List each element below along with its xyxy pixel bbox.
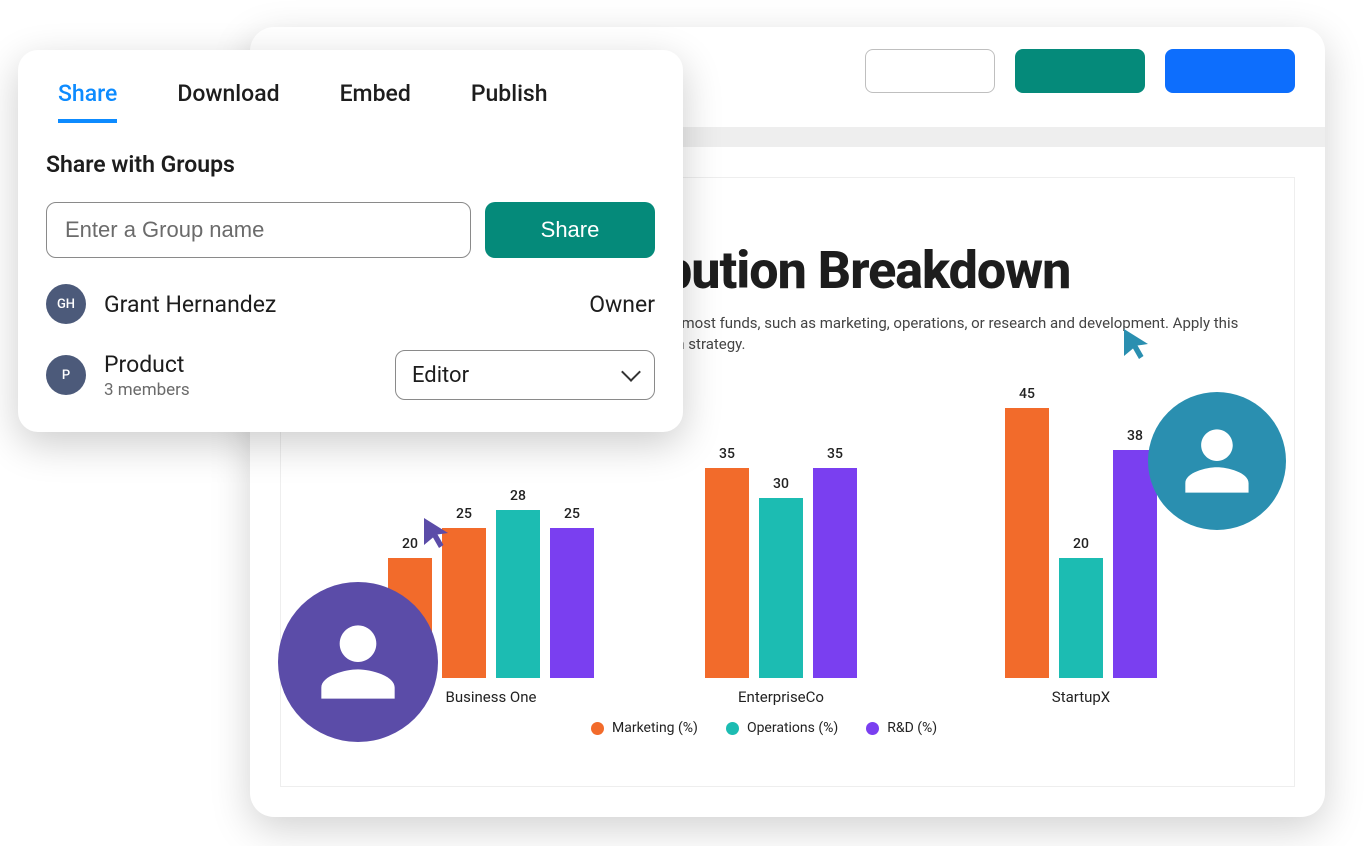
member-info: Product3 members bbox=[104, 351, 190, 400]
legend-label: Operations (%) bbox=[747, 720, 838, 736]
share-tab-embed[interactable]: Embed bbox=[340, 80, 411, 123]
legend-label: Marketing (%) bbox=[612, 720, 698, 736]
legend-item: Marketing (%) bbox=[591, 720, 698, 736]
chart-bar: 38 bbox=[1113, 450, 1157, 678]
chart-bar: 20 bbox=[1059, 558, 1103, 678]
chart-bar-value: 38 bbox=[1127, 428, 1143, 444]
legend-dot-icon bbox=[726, 722, 739, 735]
share-tab-publish[interactable]: Publish bbox=[471, 80, 548, 123]
member-subtext: 3 members bbox=[104, 380, 190, 400]
member-list: GH Grant Hernandez Owner P Product3 members E… bbox=[46, 284, 655, 400]
share-tabs: Share Download Embed Publish bbox=[46, 68, 655, 123]
chart-bar: 45 bbox=[1005, 408, 1049, 678]
member-role-label: Owner bbox=[589, 291, 655, 318]
member-row: P Product3 members Editor bbox=[46, 350, 655, 400]
share-button[interactable]: Share bbox=[485, 202, 655, 258]
collaborator-cursor-icon bbox=[418, 515, 454, 551]
chart-bar: 28 bbox=[496, 510, 540, 678]
chart-bar-value: 30 bbox=[773, 476, 789, 492]
member-name: Product bbox=[104, 351, 190, 378]
legend-dot-icon bbox=[866, 722, 879, 735]
legend-item: R&D (%) bbox=[866, 720, 937, 736]
legend-label: R&D (%) bbox=[887, 720, 937, 736]
member-avatar: GH bbox=[46, 284, 86, 324]
topbar-button-3[interactable] bbox=[1165, 49, 1295, 93]
topbar-button-1[interactable] bbox=[865, 49, 995, 93]
role-select-value: Editor bbox=[412, 363, 469, 388]
chart-bar-value: 35 bbox=[827, 446, 843, 462]
member-info: Grant Hernandez bbox=[104, 291, 276, 318]
chart-legend: Marketing (%) Operations (%) R&D (%) bbox=[591, 720, 937, 736]
share-input-row: Share bbox=[46, 202, 655, 258]
member-name: Grant Hernandez bbox=[104, 291, 276, 318]
chart-bar: 35 bbox=[813, 468, 857, 678]
chart-bar: 30 bbox=[759, 498, 803, 678]
legend-item: Operations (%) bbox=[726, 720, 838, 736]
share-dialog: Share Download Embed Publish Share with Gro… bbox=[18, 50, 683, 432]
chart-bar-value: 28 bbox=[510, 488, 526, 504]
chart-category-label: EnterpriseCo bbox=[671, 688, 891, 706]
chart-group: 353035 bbox=[671, 468, 891, 678]
member-avatar: P bbox=[46, 355, 86, 395]
chart-bar-value: 35 bbox=[719, 446, 735, 462]
chart-category-label: StartupX bbox=[971, 688, 1191, 706]
group-name-input[interactable] bbox=[46, 202, 471, 258]
collaborator-avatar-icon bbox=[278, 582, 438, 742]
collaborator-avatar-icon bbox=[1148, 392, 1286, 530]
role-select[interactable]: Editor bbox=[395, 350, 655, 400]
topbar-button-2[interactable] bbox=[1015, 49, 1145, 93]
share-section-title: Share with Groups bbox=[46, 151, 655, 178]
chevron-down-icon bbox=[621, 362, 641, 382]
share-tab-download[interactable]: Download bbox=[177, 80, 279, 123]
member-row: GH Grant Hernandez Owner bbox=[46, 284, 655, 324]
share-tab-share[interactable]: Share bbox=[58, 80, 117, 123]
legend-dot-icon bbox=[591, 722, 604, 735]
collaborator-cursor-icon bbox=[1118, 326, 1154, 362]
chart-bar: 35 bbox=[705, 468, 749, 678]
chart-bar-value: 20 bbox=[1073, 536, 1089, 552]
chart-bar-value: 25 bbox=[456, 506, 472, 522]
dashboard-topbar bbox=[865, 49, 1295, 93]
chart-bar-value: 45 bbox=[1019, 386, 1035, 402]
chart-bar-value: 20 bbox=[402, 536, 418, 552]
chart-bar-value: 25 bbox=[564, 506, 580, 522]
chart-bar: 25 bbox=[550, 528, 594, 678]
